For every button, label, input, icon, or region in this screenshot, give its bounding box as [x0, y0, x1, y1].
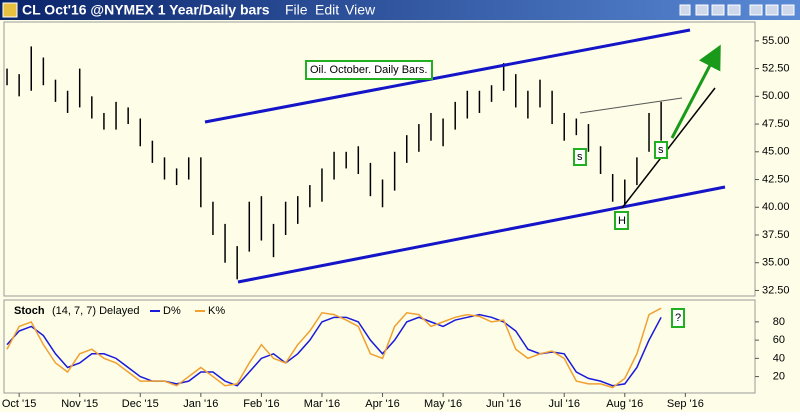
- y-tick-label: 80: [773, 316, 785, 328]
- x-tick-label: Apr '16: [365, 398, 400, 410]
- x-tick-label: Jun '16: [486, 398, 521, 410]
- y-tick-label: 52.50: [762, 62, 790, 74]
- menu-item[interactable]: Edit: [315, 2, 339, 18]
- annotation: H: [618, 215, 626, 227]
- drawing-tools: [204, 28, 726, 284]
- price-layer: 32.50 35.00 37.50 40.00 42.50 45.00 47.50 50.00…: [6, 35, 790, 296]
- menu-item[interactable]: View: [345, 2, 376, 18]
- x-tick-label: Jan '16: [183, 398, 218, 410]
- x-tick-label: Jul '16: [548, 398, 579, 410]
- toolbar-icons[interactable]: [679, 4, 795, 16]
- channel-line: [237, 185, 726, 284]
- y-tick-label: 32.50: [762, 284, 790, 296]
- neckline: [579, 97, 683, 114]
- y-tick-label: 35.00: [762, 257, 790, 269]
- x-tick-label: Mar '16: [304, 398, 340, 410]
- y-tick-label: 42.50: [762, 173, 790, 185]
- y-tick-label: 55.00: [762, 35, 790, 47]
- title-bar: [0, 0, 800, 20]
- x-tick-label: Dec '15: [122, 398, 159, 410]
- menu-item[interactable]: File: [285, 2, 308, 18]
- y-tick-label: 20: [773, 370, 785, 382]
- channel-line: [204, 28, 691, 124]
- price-panel: [3, 21, 756, 297]
- annotation: s: [577, 151, 583, 163]
- x-tick-label: Feb '16: [243, 398, 279, 410]
- x-tick-label: Sep '16: [667, 398, 704, 410]
- y-tick-label: 37.50: [762, 229, 790, 241]
- annotations: Oil. October. Daily Bars. s s H ?: [305, 60, 685, 328]
- target-arrow: [670, 44, 721, 139]
- y-tick-label: 60: [773, 334, 785, 346]
- annotation: Oil. October. Daily Bars.: [310, 64, 427, 76]
- trend-line: [621, 87, 716, 209]
- y-tick-label: 50.00: [762, 90, 790, 102]
- stoch-line: [6, 313, 662, 387]
- annotation: ?: [675, 312, 681, 324]
- y-tick-label: 47.50: [762, 118, 790, 130]
- x-tick-label: Oct '15: [2, 398, 37, 410]
- y-tick-label: 45.00: [762, 146, 790, 158]
- x-tick-label: May '16: [424, 398, 462, 410]
- legend-label: D%: [163, 305, 181, 317]
- stoch-panel: [3, 299, 756, 394]
- y-tick-label: 40: [773, 352, 785, 364]
- x-tick-label: Nov '15: [61, 398, 98, 410]
- stoch-layer: 20 40 60 80 Oct '15 Nov '15 Dec '15 Jan '16 Feb …: [2, 305, 785, 410]
- x-tick-label: Aug '16: [606, 398, 643, 410]
- stoch-title: Stoch: [14, 305, 45, 317]
- legend-label: K%: [208, 305, 225, 317]
- stoch-subtitle: (14, 7, 7) Delayed: [52, 305, 139, 317]
- stoch-line: [6, 307, 662, 389]
- annotation: s: [658, 144, 664, 156]
- window-title: CL Oct'16 @NYMEX 1 Year/Daily bars: [22, 2, 270, 18]
- y-tick-label: 40.00: [762, 201, 790, 213]
- app-icon[interactable]: [2, 2, 18, 18]
